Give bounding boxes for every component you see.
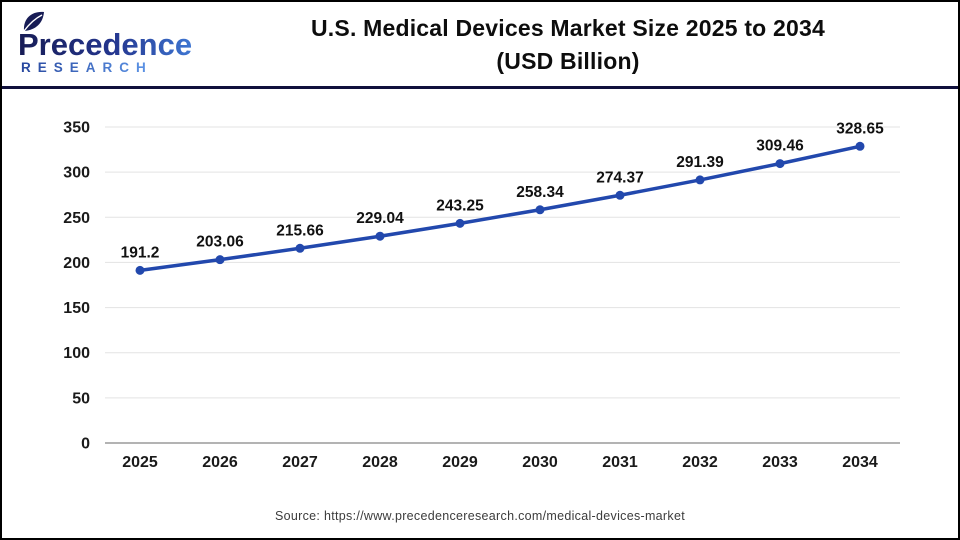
leaf-icon [23,11,44,31]
data-label: 243.25 [436,197,484,214]
x-tick-label: 2032 [682,454,718,471]
y-tick-label: 250 [63,210,90,227]
x-tick-label: 2028 [362,454,398,471]
y-tick-label: 300 [63,165,90,182]
data-point [695,175,705,185]
data-point [135,265,145,275]
x-tick-label: 2031 [602,454,638,471]
brand-logo-graphic: Precedence RESEARCH [18,11,192,75]
data-label: 229.04 [356,210,404,227]
footer: Source: https://www.precedenceresearch.c… [2,507,958,525]
y-tick-label: 100 [63,345,90,362]
data-label: 258.34 [516,184,564,201]
data-label: 328.65 [836,120,884,137]
header: Precedence RESEARCH U.S. Medical Devices… [2,2,958,86]
logo-subtitle: RESEARCH [21,60,153,75]
data-label: 309.46 [756,138,804,155]
series-line [138,144,862,273]
source-attribution: Source: https://www.precedenceresearch.c… [275,509,685,523]
brand-logo: Precedence RESEARCH [2,9,192,80]
data-label: 215.66 [276,222,324,239]
x-tick-label: 2025 [122,454,158,471]
data-label: 191.2 [121,244,160,261]
y-tick-label: 350 [63,120,90,137]
chart-title-line1: U.S. Medical Devices Market Size 2025 to… [311,15,825,41]
y-tick-label: 50 [72,390,90,407]
chart-title-block: U.S. Medical Devices Market Size 2025 to… [192,10,958,78]
logo-wordmark: Precedence [18,27,192,62]
x-tick-label: 2034 [842,454,878,471]
line-chart: 0 50 100 150 200 250 300 350 2025 2026 2027 2028 202… [63,120,900,471]
data-point [295,243,305,253]
data-point [855,141,865,151]
data-point [535,205,545,215]
chart-area: 0 50 100 150 200 250 300 350 2025 2026 2027 2028 202… [2,92,958,476]
x-tick-label: 2033 [762,454,798,471]
data-point [775,159,785,169]
header-divider [2,86,958,89]
y-tick-label: 0 [81,436,90,453]
data-point [215,255,225,265]
y-tick-label: 150 [63,300,90,317]
chart-title-line2: (USD Billion) [496,48,640,74]
data-point [455,218,465,228]
data-point [375,231,385,241]
y-tick-label: 200 [63,255,90,272]
data-label: 203.06 [196,234,244,251]
data-label: 291.39 [676,154,724,171]
x-tick-label: 2029 [442,454,478,471]
x-tick-label: 2026 [202,454,238,471]
data-point [615,190,625,200]
x-tick-label: 2030 [522,454,558,471]
x-tick-label: 2027 [282,454,318,471]
data-label: 274.37 [596,169,643,186]
